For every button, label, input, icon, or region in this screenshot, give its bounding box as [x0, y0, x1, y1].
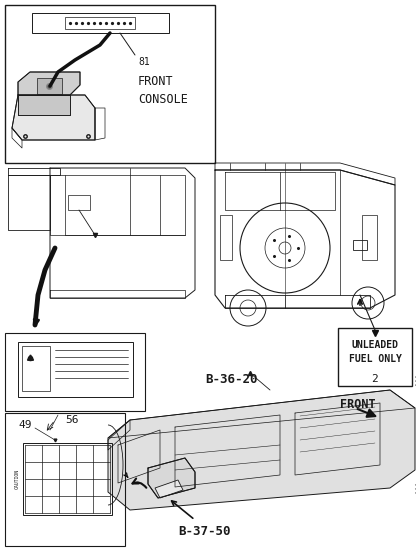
Bar	[5, 413, 125, 546]
Polygon shape	[18, 95, 70, 115]
Bar	[23, 443, 112, 515]
Text: 2: 2	[371, 374, 379, 384]
Bar	[68, 195, 90, 210]
Polygon shape	[155, 480, 183, 498]
Bar	[338, 328, 412, 386]
Text: B-36-20: B-36-20	[205, 373, 258, 386]
Text: 49: 49	[18, 420, 32, 430]
Bar	[5, 333, 145, 411]
Text: FUEL ONLY: FUEL ONLY	[349, 354, 401, 364]
Polygon shape	[18, 72, 80, 95]
Polygon shape	[108, 390, 415, 510]
Polygon shape	[148, 458, 195, 498]
Bar	[220, 215, 232, 260]
Bar	[22, 346, 50, 391]
Text: 56: 56	[65, 415, 79, 425]
Text: CAUTION: CAUTION	[15, 469, 20, 489]
Text: 81: 81	[138, 57, 150, 67]
Bar	[32, 13, 169, 33]
Bar	[362, 215, 377, 260]
Bar	[353, 240, 367, 250]
Text: FRONT: FRONT	[340, 398, 376, 411]
Bar	[65, 17, 135, 29]
Bar	[37, 78, 62, 94]
Text: FRONT
CONSOLE: FRONT CONSOLE	[138, 75, 188, 106]
Polygon shape	[12, 95, 95, 140]
Bar	[5, 5, 215, 163]
Bar	[18, 342, 133, 397]
Text: UNLEADED: UNLEADED	[352, 340, 399, 350]
Text: B-37-50: B-37-50	[178, 525, 230, 538]
